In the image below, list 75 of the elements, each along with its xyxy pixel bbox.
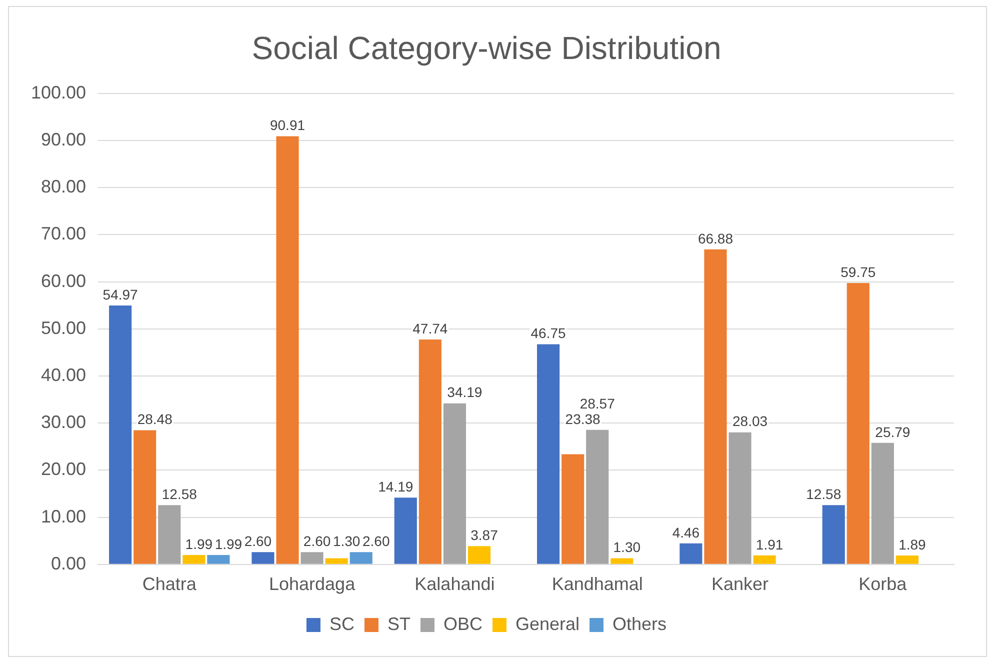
data-label: 90.91 [270,117,306,134]
bar [846,282,870,564]
data-label: 1.91 [756,536,784,552]
data-label: 46.75 [530,325,566,342]
bar [207,555,230,564]
bar [468,546,491,564]
bar [562,454,584,564]
legend-label: ST [387,614,410,634]
data-label: 47.74 [412,320,448,336]
data-label: 28.03 [732,413,768,430]
x-tick-label: Chatra [142,574,198,594]
data-label: 3.87 [470,527,498,544]
y-tick-label: 90.00 [41,129,86,150]
bar [871,442,894,564]
bar [610,558,634,564]
x-tick-label: Kalahandi [414,574,495,594]
data-label: 2.60 [362,533,390,550]
bar [300,552,324,564]
y-tick-label: 0.00 [51,553,86,574]
y-tick-label: 60.00 [41,270,86,291]
data-label: 28.57 [580,396,616,412]
legend-label: Others [612,614,667,634]
bar [418,340,442,564]
data-label: 34.19 [447,384,482,400]
legend-label: SC [329,614,354,634]
bar [443,403,466,564]
bar [753,555,776,564]
data-label: 1.99 [214,536,242,552]
data-label: 1.30 [332,533,360,550]
bar [586,430,609,564]
bar [822,505,845,564]
data-label: 54.97 [102,286,138,302]
x-tick-label: Korba [858,574,908,594]
bar [325,558,348,564]
data-label: 1.99 [185,536,213,552]
bar [252,552,274,564]
data-label: 25.79 [875,424,910,440]
data-label: 1.89 [898,536,926,552]
y-tick-label: 100.00 [30,82,86,102]
y-tick-label: 80.00 [41,176,86,197]
bar [182,555,206,564]
data-label: 12.58 [162,486,198,502]
y-tick-label: 20.00 [41,459,86,480]
data-label: 2.60 [244,533,272,550]
y-tick-label: 10.00 [41,506,86,526]
y-tick-label: 50.00 [41,318,86,338]
bar [350,552,372,564]
data-label: 14.19 [378,478,414,494]
bar [896,556,918,564]
bar [109,305,132,564]
chart-title: Social Category-wise Distribution [252,30,722,66]
bar [158,505,181,564]
bar [134,430,156,564]
data-label: 4.46 [672,524,700,540]
data-label: 2.60 [303,533,331,550]
x-tick-label: Kandhamal [552,574,643,594]
data-label: 23.38 [565,411,601,428]
data-label: 12.58 [806,486,842,502]
y-tick-label: 40.00 [41,364,86,385]
data-label: 28.48 [137,411,173,428]
bar [680,543,702,564]
x-tick-label: Lohardaga [268,574,356,594]
legend-label: OBC [443,614,482,634]
data-label: 66.88 [698,230,734,246]
bar [276,136,299,564]
y-tick-label: 70.00 [41,224,86,244]
data-label: 59.75 [840,264,876,280]
y-tick-label: 30.00 [41,412,86,432]
legend-label: General [515,614,580,634]
data-label: 1.30 [613,539,641,556]
x-tick-label: Kanker [711,574,769,594]
bar [394,498,417,564]
bar [536,344,560,564]
bar [728,432,752,564]
bar [704,249,727,564]
